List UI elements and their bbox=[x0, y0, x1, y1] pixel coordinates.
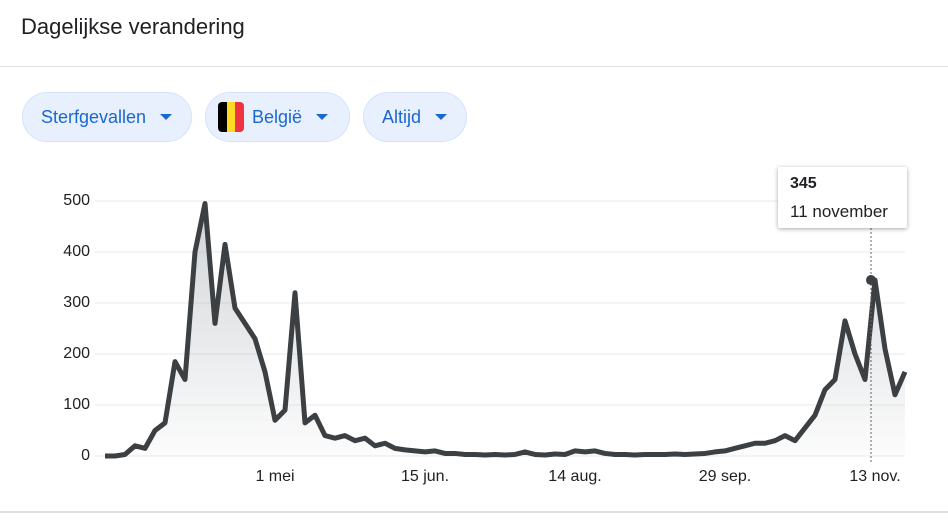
highlight-point bbox=[866, 275, 876, 286]
period-dropdown[interactable]: Altijd bbox=[363, 92, 467, 142]
metric-dropdown[interactable]: Sterfgevallen bbox=[22, 92, 192, 142]
y-tick-label: 500 bbox=[63, 192, 90, 209]
chip-label: België bbox=[252, 106, 303, 127]
tooltip-value: 345 bbox=[790, 175, 817, 192]
dropdown-arrow bbox=[316, 114, 329, 120]
dropdown-arrow bbox=[160, 114, 173, 120]
y-tick-label: 200 bbox=[63, 345, 90, 362]
tooltip-date: 11 november bbox=[790, 202, 888, 221]
chip-label: Altijd bbox=[382, 106, 422, 127]
card-title: Dagelijkse verandering bbox=[21, 14, 245, 39]
x-tick-label: 13 nov. bbox=[849, 468, 900, 485]
x-tick-label: 14 aug. bbox=[548, 468, 601, 485]
divider bbox=[0, 66, 948, 67]
y-tick-label: 300 bbox=[63, 294, 90, 311]
x-tick-label: 29 sep. bbox=[699, 468, 751, 485]
dropdown-arrow bbox=[435, 114, 448, 120]
x-tick-label: 15 jun. bbox=[401, 468, 449, 485]
y-tick-label: 0 bbox=[81, 447, 90, 464]
country-dropdown[interactable]: België bbox=[205, 92, 350, 142]
x-tick-label: 1 mei bbox=[255, 468, 294, 485]
area bbox=[105, 203, 905, 456]
chart: 0 100 200 300 400 500 1 mei 15 jun. 14 aug. 29 se… bbox=[63, 192, 908, 485]
chip-label: Sterfgevallen bbox=[41, 106, 147, 127]
divider bbox=[0, 511, 948, 513]
flag bbox=[218, 102, 244, 132]
y-tick-label: 400 bbox=[63, 243, 90, 260]
y-tick-label: 100 bbox=[63, 396, 90, 413]
tooltip: 345 11 november bbox=[778, 167, 907, 228]
line bbox=[105, 201, 908, 459]
